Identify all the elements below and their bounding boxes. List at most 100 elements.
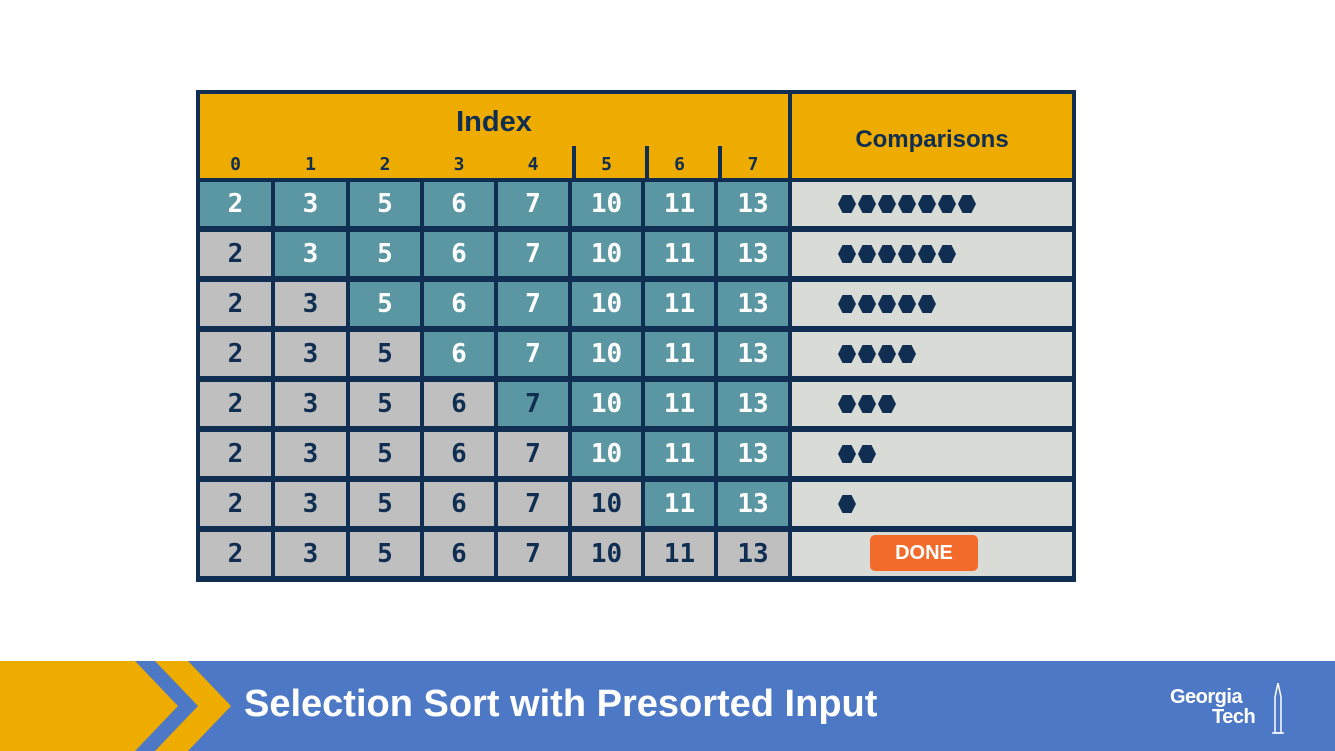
comparison-hexagon-icon xyxy=(918,295,936,313)
index-separator xyxy=(718,146,722,180)
tower-icon xyxy=(1272,683,1284,734)
comparison-hexagon-icon xyxy=(938,245,956,263)
array-cell: 5 xyxy=(350,282,420,326)
array-cell: 11 xyxy=(645,232,714,276)
comparison-hexagon-icon xyxy=(878,345,896,363)
array-cell: 11 xyxy=(645,432,714,476)
array-cell: 10 xyxy=(572,432,641,476)
array-cell: 6 xyxy=(424,532,494,576)
array-cell: 5 xyxy=(350,332,420,376)
array-cell: 2 xyxy=(200,482,271,526)
done-badge[interactable]: DONE xyxy=(870,535,978,571)
comparison-hexagon-icon xyxy=(878,245,896,263)
index-separator xyxy=(645,146,649,180)
logo-line-1: Georgia xyxy=(1170,686,1243,708)
array-cell: 6 xyxy=(424,282,494,326)
array-cell: 10 xyxy=(572,232,641,276)
array-cell: 3 xyxy=(275,482,346,526)
array-cell: 5 xyxy=(350,382,420,426)
array-cell: 3 xyxy=(275,182,346,226)
array-cell: 11 xyxy=(645,482,714,526)
array-cell: 6 xyxy=(424,432,494,476)
array-cell: 3 xyxy=(275,232,346,276)
comparison-hexagon-icon xyxy=(898,245,916,263)
array-cell: 2 xyxy=(200,182,271,226)
index-label-5: 5 xyxy=(601,154,612,175)
comparison-dots xyxy=(838,393,898,415)
array-cell: 11 xyxy=(645,182,714,226)
array-cell: 7 xyxy=(498,282,568,326)
array-cell: 10 xyxy=(572,332,641,376)
array-cell: 7 xyxy=(498,182,568,226)
logo-line-2: Tech xyxy=(1212,706,1256,728)
array-cell: 2 xyxy=(200,432,271,476)
comparison-hexagon-icon xyxy=(878,395,896,413)
index-label-1: 1 xyxy=(305,154,316,175)
comparisons-cell xyxy=(792,382,1072,426)
comparison-hexagon-icon xyxy=(838,295,856,313)
comparisons-cell xyxy=(792,332,1072,376)
array-cell: 3 xyxy=(275,332,346,376)
array-cell: 11 xyxy=(645,282,714,326)
index-label-2: 2 xyxy=(379,154,391,175)
array-cell: 7 xyxy=(498,482,568,526)
comparisons-cell xyxy=(792,182,1072,226)
array-cell: 7 xyxy=(498,432,568,476)
array-cell: 10 xyxy=(572,382,641,426)
footer-banner: Selection Sort with Presorted Input Geor… xyxy=(0,661,1335,751)
comparison-hexagon-icon xyxy=(858,245,876,263)
array-cell: 10 xyxy=(572,532,641,576)
index-title: Index xyxy=(456,106,532,138)
index-separator xyxy=(572,146,576,180)
array-cell: 3 xyxy=(275,432,346,476)
array-cell: 13 xyxy=(718,432,788,476)
array-cell: 13 xyxy=(718,182,788,226)
comparisons-cell xyxy=(792,232,1072,276)
index-label-6: 6 xyxy=(674,154,685,175)
array-cell: 5 xyxy=(350,482,420,526)
array-cell: 10 xyxy=(572,282,641,326)
array-cell: 10 xyxy=(572,482,641,526)
array-cell: 11 xyxy=(645,382,714,426)
array-cell: 5 xyxy=(350,232,420,276)
comparison-dots xyxy=(838,343,918,365)
array-cell: 3 xyxy=(275,282,346,326)
comparison-hexagon-icon xyxy=(858,295,876,313)
array-cell: 2 xyxy=(200,232,271,276)
array-cell: 5 xyxy=(350,182,420,226)
array-cell: 13 xyxy=(718,332,788,376)
georgia-tech-logo: Georgia Tech xyxy=(1170,683,1290,737)
comparison-hexagon-icon xyxy=(838,245,856,263)
index-label-4: 4 xyxy=(527,154,539,175)
array-cell: 7 xyxy=(498,532,568,576)
array-cell: 13 xyxy=(718,532,788,576)
comparisons-cell xyxy=(792,282,1072,326)
index-label-7: 7 xyxy=(747,154,759,175)
comparison-hexagon-icon xyxy=(858,445,876,463)
comparisons-cell xyxy=(792,482,1072,526)
array-cell: 2 xyxy=(200,532,271,576)
comparison-dots xyxy=(838,243,958,265)
comparison-dots xyxy=(838,493,858,515)
array-cell: 11 xyxy=(645,532,714,576)
comparison-hexagon-icon xyxy=(878,295,896,313)
array-cell: 3 xyxy=(275,382,346,426)
array-cell: 2 xyxy=(200,282,271,326)
chevron-icon xyxy=(0,661,231,751)
array-cell: 13 xyxy=(718,382,788,426)
comparison-hexagon-icon xyxy=(858,195,876,213)
array-cell: 5 xyxy=(350,432,420,476)
comparison-hexagon-icon xyxy=(858,395,876,413)
comparison-hexagon-icon xyxy=(898,295,916,313)
array-cell: 7 xyxy=(498,382,568,426)
array-cell: 6 xyxy=(424,232,494,276)
comparisons-cell: DONE xyxy=(792,532,1072,576)
comparison-hexagon-icon xyxy=(838,345,856,363)
comparison-hexagon-icon xyxy=(878,195,896,213)
index-header: Index 0 1 2 3 4 5 6 7 xyxy=(200,94,788,180)
comparison-hexagon-icon xyxy=(838,195,856,213)
index-label-0: 0 xyxy=(230,154,241,175)
array-cell: 13 xyxy=(718,482,788,526)
comparison-hexagon-icon xyxy=(838,495,856,513)
